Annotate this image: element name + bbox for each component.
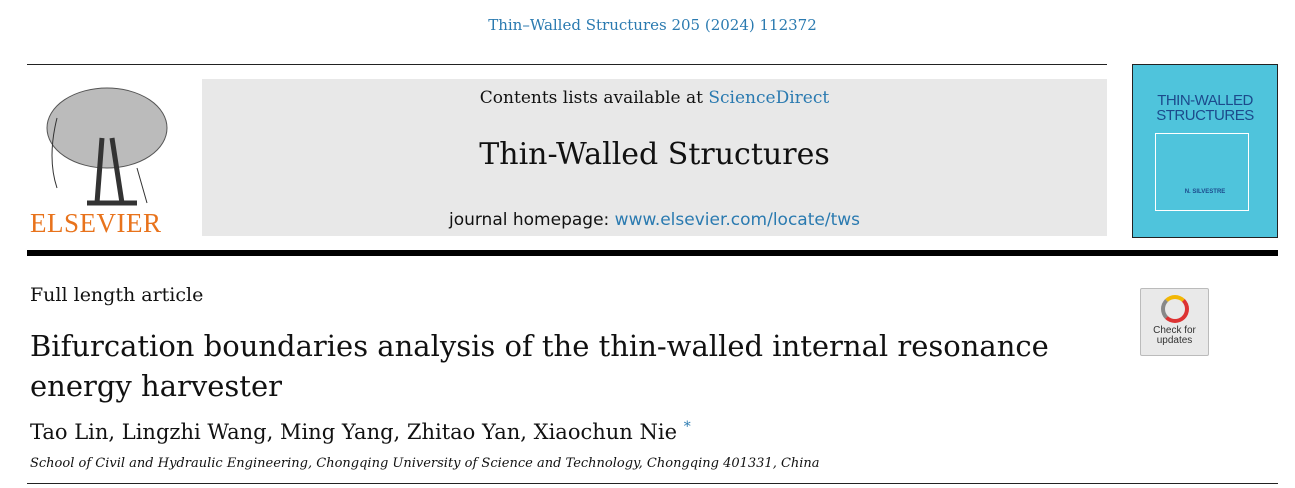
article-type: Full length article xyxy=(30,284,204,306)
sciencedirect-link[interactable]: ScienceDirect xyxy=(708,88,830,108)
elsevier-tree-logo-icon[interactable] xyxy=(27,78,172,238)
cover-title: THIN-WALLED STRUCTURES xyxy=(1156,92,1254,124)
author-list: Tao Lin, Lingzhi Wang, Ming Yang, Zhitao… xyxy=(30,419,691,444)
homepage-link[interactable]: www.elsevier.com/locate/tws xyxy=(614,210,861,230)
journal-masthead: Contents lists available at ScienceDirec… xyxy=(202,79,1107,236)
contents-prefix: Contents lists available at xyxy=(479,88,709,108)
cover-editor: N. SILVESTRE xyxy=(1184,189,1226,195)
check-updates-icon xyxy=(1160,295,1189,323)
journal-citation[interactable]: Thin–Walled Structures 205 (2024) 112372 xyxy=(488,16,817,34)
contents-line: Contents lists available at ScienceDirec… xyxy=(202,88,1107,108)
header-bar xyxy=(27,250,1278,256)
journal-name: Thin-Walled Structures xyxy=(479,137,830,172)
affiliation: School of Civil and Hydraulic Engineerin… xyxy=(30,456,820,471)
authors[interactable]: Tao Lin, Lingzhi Wang, Ming Yang, Zhitao… xyxy=(30,420,677,444)
article-title: Bifurcation boundaries analysis of the t… xyxy=(30,329,1049,403)
corresponding-author-mark[interactable]: * xyxy=(683,419,691,435)
divider xyxy=(27,483,1278,484)
homepage-line: journal homepage: www.elsevier.com/locat… xyxy=(202,210,1107,230)
divider xyxy=(27,64,1107,65)
check-for-updates-button[interactable]: Check for updates xyxy=(1140,288,1209,356)
homepage-prefix: journal homepage: xyxy=(448,210,615,230)
elsevier-wordmark: ELSEVIER xyxy=(30,208,162,238)
journal-cover[interactable]: THIN-WALLED STRUCTURES N. SILVESTRE xyxy=(1132,64,1278,238)
check-updates-label: Check for updates xyxy=(1153,325,1196,346)
cover-frame xyxy=(1155,133,1249,211)
